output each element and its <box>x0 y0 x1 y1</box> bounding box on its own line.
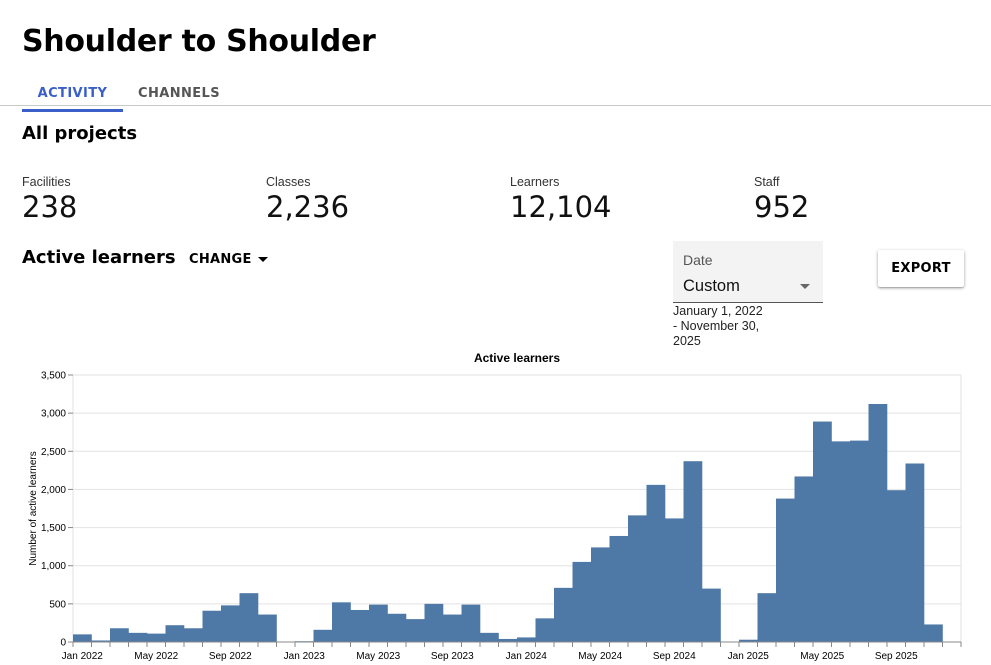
bar <box>683 461 703 642</box>
y-tick-label: 500 <box>49 599 66 610</box>
stat-value: 238 <box>22 190 78 224</box>
bar <box>702 588 721 642</box>
date-range-line: 2025 <box>673 334 701 348</box>
bar <box>110 628 129 642</box>
bar <box>258 614 277 642</box>
date-range-line: January 1, 2022 <box>673 304 763 318</box>
y-tick-label: 3,000 <box>41 409 66 420</box>
x-tick-label: May 2022 <box>134 651 178 662</box>
section-title: All projects <box>22 123 138 144</box>
bar <box>369 604 388 642</box>
x-tick-label: Sep 2025 <box>875 651 918 662</box>
bar <box>480 632 499 642</box>
tab-activity[interactable]: ACTIVITY <box>22 86 123 112</box>
bar <box>739 639 758 642</box>
change-button[interactable]: CHANGE <box>189 252 268 267</box>
bar <box>609 535 629 642</box>
app-title: Shoulder to Shoulder <box>22 24 376 59</box>
bar <box>313 629 333 642</box>
bar <box>665 518 684 642</box>
bar <box>73 634 92 642</box>
bar <box>776 498 795 642</box>
x-tick-label: Sep 2023 <box>431 651 474 662</box>
bar <box>443 614 462 642</box>
bar <box>868 403 888 642</box>
stat-classes: Classes 2,236 <box>266 175 349 224</box>
bar <box>794 476 814 642</box>
stat-label: Facilities <box>22 175 71 189</box>
bar <box>646 484 666 642</box>
chart-title: Active learners <box>474 351 560 365</box>
active-learners-chart: 0 500 1,000 1,500 2,000 2,500 3,000 3,500 Jan 20… <box>28 351 962 662</box>
stat-value: 12,104 <box>510 190 612 224</box>
bar <box>628 515 647 642</box>
stat-value: 2,236 <box>266 190 350 224</box>
bar <box>406 619 425 642</box>
y-tick-label: 2,500 <box>41 447 66 458</box>
stat-facilities: Facilities 238 <box>22 175 77 224</box>
bar <box>591 547 610 642</box>
bar <box>332 602 351 642</box>
bar <box>424 603 444 642</box>
x-tick-label: May 2023 <box>356 651 400 662</box>
tab-bar: ACTIVITY CHANNELS <box>0 78 991 112</box>
date-range-text: January 1, 2022 - November 30, 2025 <box>673 304 783 349</box>
bar <box>831 441 851 642</box>
y-tick-label: 1,000 <box>41 561 66 572</box>
bar <box>461 604 481 642</box>
stat-value: 952 <box>754 190 810 224</box>
x-tick-label: Sep 2022 <box>209 651 252 662</box>
stat-label: Staff <box>754 175 780 189</box>
y-tick-label: 3,500 <box>41 371 66 382</box>
bar <box>239 593 259 642</box>
bar <box>757 593 777 642</box>
x-tick-label: Jan 2023 <box>284 651 326 662</box>
bar <box>498 638 518 642</box>
export-button[interactable]: EXPORT <box>878 250 964 287</box>
caret-down-icon <box>257 257 268 262</box>
bar <box>202 610 222 642</box>
bar <box>147 633 166 642</box>
active-learners-title: Active learners <box>22 247 176 268</box>
change-label: CHANGE <box>189 252 252 267</box>
tab-channels[interactable]: CHANNELS <box>138 86 220 101</box>
bar <box>554 587 573 642</box>
bar <box>924 624 943 642</box>
bar <box>91 640 111 642</box>
date-value: Custom <box>683 277 740 295</box>
bar <box>387 613 407 642</box>
y-tick-label: 1,500 <box>41 523 66 534</box>
y-axis-label: Number of active learners <box>28 451 39 566</box>
bar <box>535 618 555 642</box>
x-tick-label: Jan 2024 <box>506 651 548 662</box>
x-tick-label: May 2024 <box>578 651 622 662</box>
bar <box>887 490 906 642</box>
bar <box>165 625 185 642</box>
stat-learners: Learners 12,104 <box>510 175 611 224</box>
bar <box>572 561 592 642</box>
bar <box>350 609 370 642</box>
bar <box>517 637 536 642</box>
date-range-line: - November 30, <box>673 319 760 333</box>
x-tick-label: Sep 2024 <box>653 651 696 662</box>
bar <box>905 463 925 642</box>
bar <box>128 632 148 642</box>
bar <box>813 421 832 642</box>
dropdown-arrow-icon <box>800 284 810 289</box>
stat-staff: Staff 952 <box>754 175 809 224</box>
bar <box>221 605 240 642</box>
stat-label: Classes <box>266 175 311 189</box>
x-tick-label: May 2025 <box>800 651 844 662</box>
x-tick-label: Jan 2022 <box>62 651 104 662</box>
y-tick-label: 2,000 <box>41 485 66 496</box>
stat-label: Learners <box>510 175 560 189</box>
date-select[interactable]: Date Custom <box>673 241 823 303</box>
x-tick-label: Jan 2025 <box>728 651 770 662</box>
bar <box>850 440 869 642</box>
y-tick-label: 0 <box>60 638 66 649</box>
bar <box>184 628 203 642</box>
date-label: Date <box>683 252 713 268</box>
